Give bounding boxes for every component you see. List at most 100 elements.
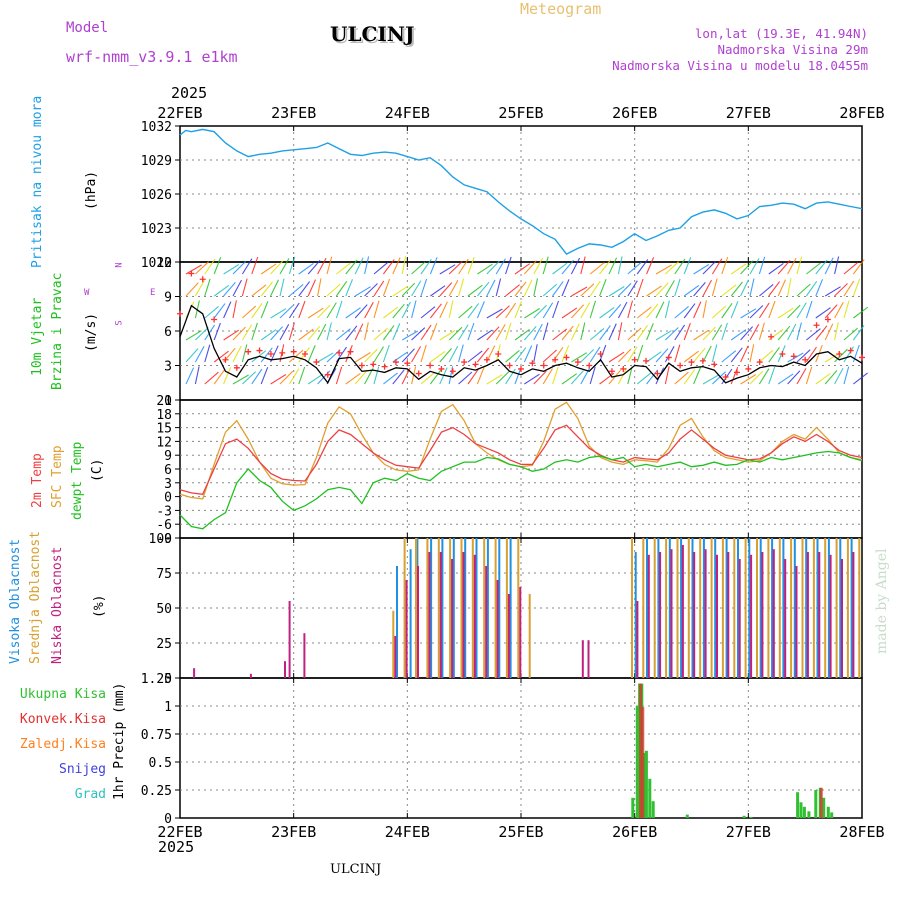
wind-arrow [383,372,398,385]
wind-arrow [627,327,642,341]
cloud-mid-bar [744,538,747,678]
wind-arrow [241,324,253,341]
y-tick-label: 1026 [141,188,172,203]
wind-arrow [580,283,595,297]
wind-arrow [664,300,670,319]
wind-arrow [636,278,644,297]
x-label-bottom: 24FEB [385,823,430,841]
wind-gust-marker [859,354,865,361]
x-label-top: 26FEB [612,104,657,122]
wind-arrow [533,278,539,297]
wind-gust-marker [745,365,752,372]
wind-arrow [712,371,726,385]
cloud-mid-bar [721,538,724,678]
wind-arrow [298,262,314,275]
lonlat-label: lon,lat (19.3E, 41.94N) [694,26,868,41]
wind-arrow [486,374,503,385]
cloud-mid-bar [846,538,849,678]
credit-label: made by Angel [874,548,890,655]
wind-arrow [458,344,464,363]
wind-arrow [542,322,549,341]
wind-arrow [232,260,247,275]
wind-arrow [852,278,861,297]
wind-arrow [721,284,737,297]
cloud-high-bar [782,538,785,678]
wind-arrow [533,304,547,319]
precip-total-bar [830,812,834,818]
wind-arrow [693,347,706,363]
wind-arrow [411,261,426,275]
wind-gust-marker [722,374,729,380]
wind-arrow [486,279,496,297]
cloud-low-bar [303,633,306,678]
cloud-low-bar [784,559,787,678]
wind-arrow [401,256,407,275]
wind-arrow [834,283,848,297]
wind-arrow [373,346,384,363]
y-tick-label: 0 [164,672,172,687]
wind-arrow [392,257,401,275]
model-elevation-label: Nadmorska Visina u modelu 18.0455m [612,58,868,73]
wind-arrow [702,260,717,275]
wind-gust-marker [233,364,240,371]
wind-gust-marker [586,362,593,369]
wind-arrow [646,323,654,341]
x-label-bottom: 26FEB [612,823,657,841]
wind-arrow [683,369,696,385]
wind-arrow [683,350,699,363]
wind-arrow [655,348,669,363]
wind-arrow [345,259,358,275]
wind-arrow [824,370,838,385]
wind-arrow [768,347,780,363]
x-label-bottom: 27FEB [726,823,771,841]
cloud-mid-bar [460,538,463,678]
wind-arrow [843,300,850,319]
wind-arrow [806,328,821,341]
cloud-high-bar [714,538,717,678]
wind-arrow [439,282,453,297]
precip-conv-bar [641,707,645,818]
wind-arrow [777,325,791,341]
wind-arrow [514,263,531,275]
cloud-mid-bar [449,538,452,678]
wind-arrow [599,259,612,275]
wind-arrow [326,349,341,363]
wind-arrow [674,258,686,275]
wind-arrow [448,345,459,363]
wind-arrow [843,280,855,297]
wind-arrow [429,323,438,341]
wind-arrow [401,348,415,363]
y-tick-label: -3 [156,504,172,519]
x-label-top: 23FEB [271,104,316,122]
wind-gust-marker [677,362,684,369]
wind-arrow [185,264,202,275]
cloud-low-bar [772,549,775,678]
wind-gust-marker [813,322,820,329]
wind-arrow [674,305,689,319]
wind-arrow [740,308,757,319]
cloud-low-bar [829,554,832,678]
cloud-low-bar [716,554,718,678]
wind-arrow [758,368,770,385]
wind-arrow [505,256,512,275]
wind-arrow [307,345,316,363]
wind-arrow [805,300,813,319]
cloud-low-bar [704,549,707,678]
x-label-top: 25FEB [498,104,543,122]
wind-arrow [429,303,442,319]
wind-arrow [279,278,285,297]
wind-arrow [270,374,287,385]
wind-gust-marker [711,361,718,368]
cloud-low-bar [417,566,419,678]
cloud-mid-bar [676,538,679,678]
wind-arrow [599,325,611,341]
cloud-high-bar [668,538,671,678]
wind-arrow [815,372,831,385]
wind-arrow [787,323,797,341]
wind-arrow [561,307,578,319]
wind-arrow [505,284,520,297]
wind-arrow [693,282,706,297]
wind-arrow [260,367,269,385]
wind-arrow [439,301,448,319]
wind-arrow [204,371,219,385]
